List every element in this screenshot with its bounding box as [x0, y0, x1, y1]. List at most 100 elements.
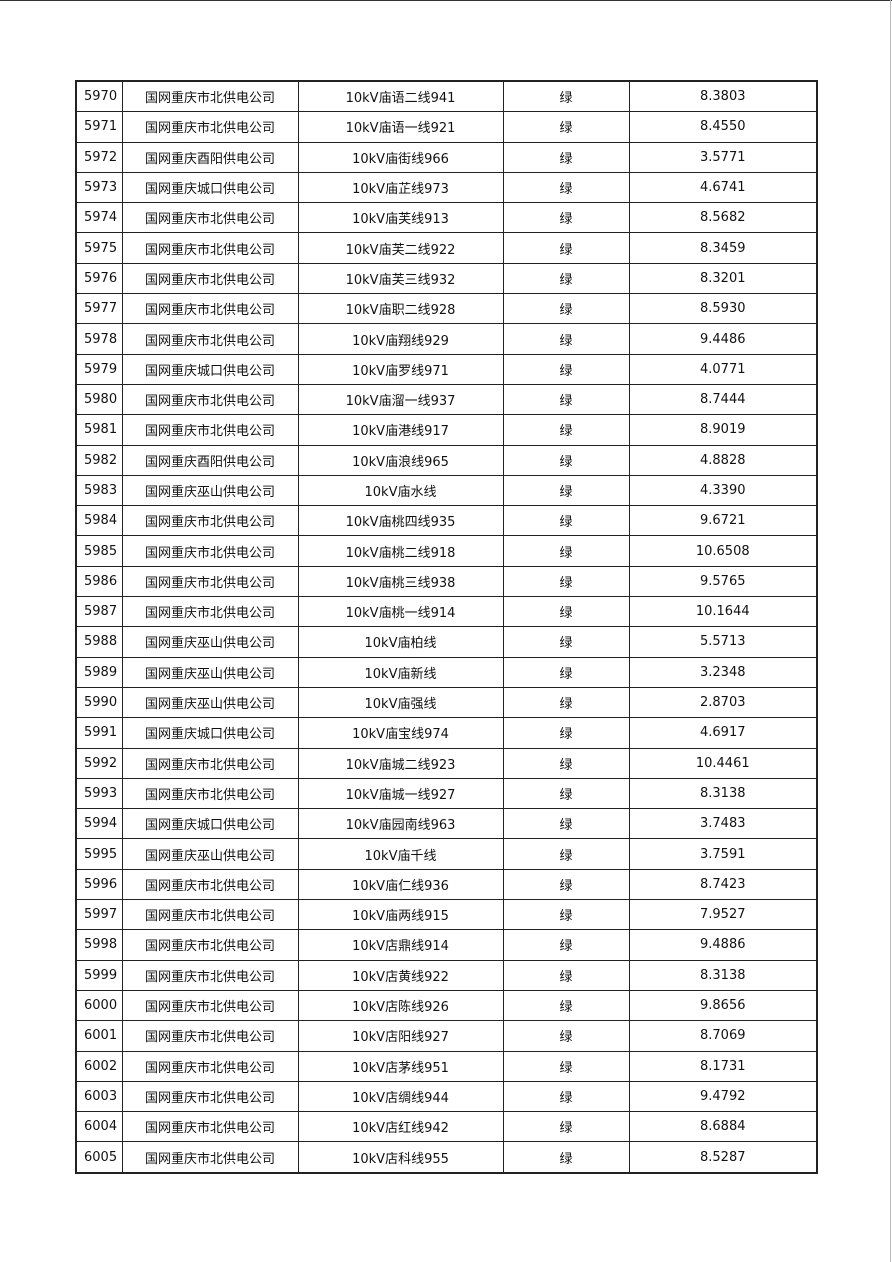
row-number-cell: 5993: [75, 777, 123, 810]
line-name-cell: 10kV店阳线927: [297, 1020, 504, 1052]
table-row: 6002 国网重庆市北供电公司 10kV店茅线951 绿 8.1731: [75, 1050, 818, 1082]
table-row: 6000 国网重庆市北供电公司 10kV店陈线926 绿 9.8656: [75, 989, 818, 1022]
line-name-cell: 10kV庙语一线921: [297, 111, 504, 143]
company-cell: 国网重庆市北供电公司: [121, 1020, 299, 1052]
line-name-cell: 10kV庙桃二线918: [297, 535, 504, 567]
line-name-cell: 10kV庙语二线941: [297, 80, 504, 113]
value-cell: 4.6917: [628, 717, 818, 749]
status-cell: 绿: [502, 747, 630, 779]
value-cell: 9.6721: [628, 505, 818, 537]
company-cell: 国网重庆市北供电公司: [121, 959, 299, 991]
line-name-cell: 10kV庙两线915: [297, 899, 504, 931]
row-number-cell: 5997: [75, 899, 123, 931]
value-cell: 8.3138: [628, 777, 818, 810]
status-cell: 绿: [502, 899, 630, 931]
company-cell: 国网重庆市北供电公司: [121, 929, 299, 961]
line-name-cell: 10kV庙强线: [297, 686, 504, 719]
row-number-cell: 5983: [75, 474, 123, 507]
company-cell: 国网重庆市北供电公司: [121, 293, 299, 325]
company-cell: 国网重庆市北供电公司: [121, 383, 299, 416]
value-cell: 8.7069: [628, 1020, 818, 1052]
line-name-cell: 10kV庙港线917: [297, 414, 504, 446]
status-cell: 绿: [502, 838, 630, 870]
table-row: 5971 国网重庆市北供电公司 10kV庙语一线921 绿 8.4550: [75, 111, 818, 143]
table-row: 5976 国网重庆市北供电公司 10kV庙芙三线932 绿 8.3201: [75, 262, 818, 295]
value-cell: 4.8828: [628, 444, 818, 476]
company-cell: 国网重庆酉阳供电公司: [121, 141, 299, 173]
company-cell: 国网重庆市北供电公司: [121, 899, 299, 931]
line-name-cell: 10kV庙职二线928: [297, 293, 504, 325]
value-cell: 10.6508: [628, 535, 818, 567]
value-cell: 8.3803: [628, 80, 818, 113]
value-cell: 8.5930: [628, 293, 818, 325]
value-cell: 8.7444: [628, 383, 818, 416]
line-name-cell: 10kV庙宝线974: [297, 717, 504, 749]
table-row: 5989 国网重庆巫山供电公司 10kV庙新线绿 3.2348: [75, 656, 818, 688]
row-number-cell: 6000: [75, 989, 123, 1022]
company-cell: 国网重庆市北供电公司: [121, 202, 299, 234]
value-cell: 8.5682: [628, 202, 818, 234]
value-cell: 9.4886: [628, 929, 818, 961]
page-right-border: [890, 0, 891, 1262]
data-table: 5970 国网重庆市北供电公司 10kV庙语二线941 绿 8.3803 5971 国网重庆…: [75, 80, 818, 1174]
company-cell: 国网重庆巫山供电公司: [121, 686, 299, 719]
line-name-cell: 10kV庙千线: [297, 838, 504, 870]
value-cell: 3.7591: [628, 838, 818, 870]
company-cell: 国网重庆市北供电公司: [121, 1141, 299, 1174]
value-cell: 4.3390: [628, 474, 818, 507]
company-cell: 国网重庆市北供电公司: [121, 262, 299, 295]
status-cell: 绿: [502, 262, 630, 295]
company-cell: 国网重庆市北供电公司: [121, 232, 299, 264]
company-cell: 国网重庆市北供电公司: [121, 747, 299, 779]
value-cell: 2.8703: [628, 686, 818, 719]
row-number-cell: 6005: [75, 1141, 123, 1174]
value-cell: 10.4461: [628, 747, 818, 779]
table-row: 5996 国网重庆市北供电公司 10kV庙仁线936 绿 8.7423: [75, 868, 818, 901]
table-row: 6005 国网重庆市北供电公司 10kV店科线955 绿 8.5287: [75, 1141, 818, 1174]
table-row: 5981 国网重庆市北供电公司 10kV庙港线917 绿 8.9019: [75, 414, 818, 446]
table-row: 5975 国网重庆市北供电公司 10kV庙芙二线922 绿 8.3459: [75, 232, 818, 264]
row-number-cell: 5973: [75, 171, 123, 204]
value-cell: 8.3201: [628, 262, 818, 295]
line-name-cell: 10kV庙仁线936: [297, 868, 504, 901]
row-number-cell: 5981: [75, 414, 123, 446]
status-cell: 绿: [502, 535, 630, 567]
status-cell: 绿: [502, 171, 630, 204]
row-number-cell: 5985: [75, 535, 123, 567]
company-cell: 国网重庆市北供电公司: [121, 80, 299, 113]
table-row: 6003 国网重庆市北供电公司 10kV店绸线944 绿 9.4792: [75, 1080, 818, 1113]
status-cell: 绿: [502, 323, 630, 355]
status-cell: 绿: [502, 808, 630, 840]
value-cell: 9.4486: [628, 323, 818, 355]
page-top-border: [0, 0, 892, 1]
status-cell: 绿: [502, 989, 630, 1022]
company-cell: 国网重庆市北供电公司: [121, 777, 299, 810]
company-cell: 国网重庆市北供电公司: [121, 111, 299, 143]
table-row: 5985 国网重庆市北供电公司 10kV庙桃二线918 绿 10.6508: [75, 535, 818, 567]
status-cell: 绿: [502, 1050, 630, 1082]
status-cell: 绿: [502, 777, 630, 810]
row-number-cell: 5980: [75, 383, 123, 416]
status-cell: 绿: [502, 202, 630, 234]
line-name-cell: 10kV庙柏线: [297, 626, 504, 658]
table-row: 5972 国网重庆酉阳供电公司 10kV庙街线966 绿 3.5771: [75, 141, 818, 173]
value-cell: 4.6741: [628, 171, 818, 204]
line-name-cell: 10kV庙园南线963: [297, 808, 504, 840]
line-name-cell: 10kV庙新线: [297, 656, 504, 688]
status-cell: 绿: [502, 383, 630, 416]
company-cell: 国网重庆巫山供电公司: [121, 838, 299, 870]
row-number-cell: 5996: [75, 868, 123, 901]
value-cell: 8.9019: [628, 414, 818, 446]
table-row: 5986 国网重庆市北供电公司 10kV庙桃三线938 绿 9.5765: [75, 565, 818, 598]
status-cell: 绿: [502, 626, 630, 658]
table-row: 5999 国网重庆市北供电公司 10kV店黄线922 绿 8.3138: [75, 959, 818, 991]
value-cell: 8.1731: [628, 1050, 818, 1082]
company-cell: 国网重庆巫山供电公司: [121, 626, 299, 658]
row-number-cell: 5975: [75, 232, 123, 264]
status-cell: 绿: [502, 111, 630, 143]
status-cell: 绿: [502, 141, 630, 173]
company-cell: 国网重庆市北供电公司: [121, 596, 299, 628]
line-name-cell: 10kV庙浪线965: [297, 444, 504, 476]
value-cell: 3.2348: [628, 656, 818, 688]
company-cell: 国网重庆市北供电公司: [121, 1111, 299, 1143]
